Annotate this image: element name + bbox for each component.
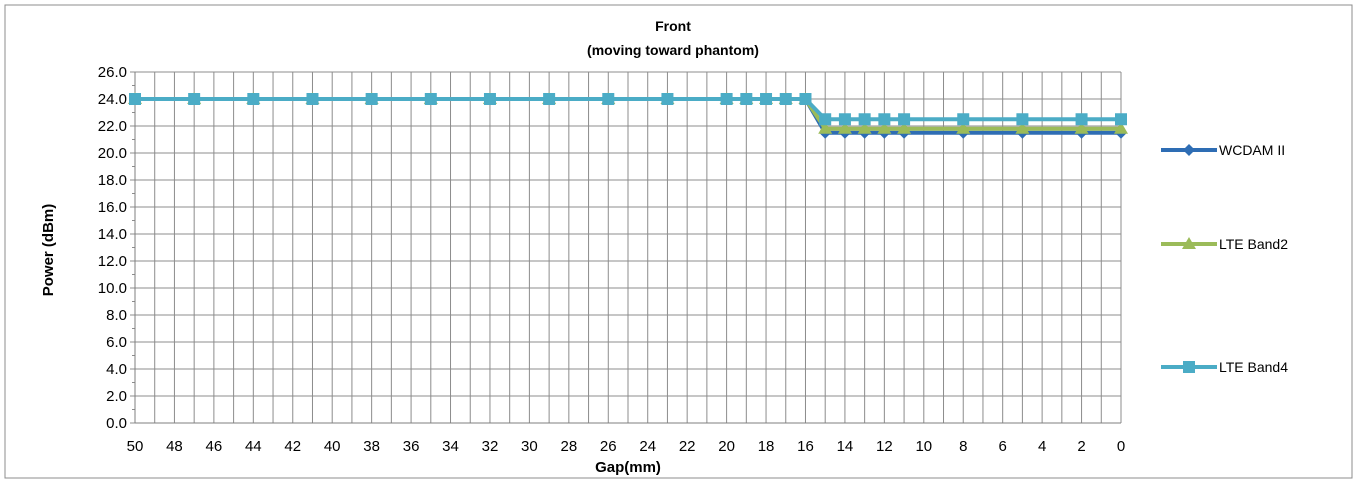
data-point-lte-band4 bbox=[602, 93, 615, 105]
data-point-lte-band4 bbox=[1016, 113, 1029, 126]
x-tick-label: 36 bbox=[403, 438, 420, 455]
y-tick-label: 8.0 bbox=[106, 307, 127, 324]
legend-marker bbox=[1183, 144, 1195, 156]
data-point-lte-band4 bbox=[424, 93, 437, 105]
x-tick-label: 50 bbox=[127, 438, 144, 455]
x-tick-label: 46 bbox=[206, 438, 223, 455]
y-tick-label: 22.0 bbox=[98, 118, 127, 135]
data-point-lte-band2 bbox=[897, 121, 912, 134]
x-tick-label: 4 bbox=[1038, 438, 1046, 455]
x-tick-label: 10 bbox=[915, 438, 932, 455]
data-point-lte-band4 bbox=[720, 93, 733, 105]
data-series bbox=[128, 92, 1128, 139]
x-tick-label: 24 bbox=[639, 438, 656, 455]
data-point-lte-band4 bbox=[779, 93, 792, 105]
x-tick-label: 2 bbox=[1077, 438, 1085, 455]
x-tick-label: 40 bbox=[324, 438, 341, 455]
legend-marker bbox=[1183, 361, 1195, 373]
data-point-lte-band2 bbox=[877, 121, 892, 134]
legend-item-lte-band2: LTE Band2 bbox=[1161, 236, 1288, 252]
y-tick-label: 26.0 bbox=[98, 64, 127, 81]
legend: WCDAM II LTE Band2 LTE Band4 bbox=[1161, 142, 1288, 375]
y-tick-label: 20.0 bbox=[98, 145, 127, 162]
y-tick-label: 2.0 bbox=[106, 388, 127, 405]
data-point-lte-band4 bbox=[661, 93, 674, 105]
x-tick-label: 48 bbox=[166, 438, 183, 455]
x-tick-label: 12 bbox=[876, 438, 893, 455]
data-point-lte-band4 bbox=[740, 93, 753, 105]
x-tick-label: 28 bbox=[560, 438, 577, 455]
data-point-lte-band2 bbox=[1074, 121, 1089, 134]
y-tick-label: 10.0 bbox=[98, 280, 127, 297]
data-point-lte-band4 bbox=[819, 113, 832, 126]
y-tick-label: 14.0 bbox=[98, 226, 127, 243]
x-tick-label: 20 bbox=[718, 438, 735, 455]
x-tick-label: 8 bbox=[959, 438, 967, 455]
x-tick-label: 22 bbox=[679, 438, 696, 455]
x-tick-label: 0 bbox=[1117, 438, 1125, 455]
data-point-lte-band4 bbox=[188, 93, 201, 105]
x-tick-labels: 50 48 46 44 42 40 38 36 34 32 30 28 26 24 22 20 18 16 14 12… bbox=[127, 438, 1126, 455]
data-point-lte-band4 bbox=[838, 113, 851, 126]
x-tick-label: 26 bbox=[600, 438, 617, 455]
legend-label: LTE Band4 bbox=[1219, 359, 1288, 375]
x-tick-label: 34 bbox=[442, 438, 459, 455]
legend-label: LTE Band2 bbox=[1219, 236, 1288, 252]
data-point-lte-band4 bbox=[365, 93, 378, 105]
x-tick-label: 32 bbox=[482, 438, 499, 455]
legend-label: WCDAM II bbox=[1219, 142, 1285, 158]
data-point-lte-band2 bbox=[818, 121, 833, 134]
series-line-lte-band4 bbox=[135, 97, 1121, 122]
x-tick-label: 6 bbox=[999, 438, 1007, 455]
chart-title-line1: Front bbox=[655, 18, 691, 34]
data-point-lte-band4 bbox=[898, 113, 911, 126]
x-tick-label: 44 bbox=[245, 438, 262, 455]
data-point-lte-band4 bbox=[799, 93, 812, 105]
x-tick-label: 38 bbox=[363, 438, 380, 455]
y-tick-labels: 0.0 2.0 4.0 6.0 8.0 10.0 12.0 14.0 16.0 18.0 20.0 2… bbox=[98, 64, 127, 432]
data-point-lte-band2 bbox=[956, 121, 971, 134]
data-point-lte-band4 bbox=[483, 93, 496, 105]
y-tick-label: 6.0 bbox=[106, 334, 127, 351]
x-tick-label: 18 bbox=[758, 438, 775, 455]
x-tick-label: 16 bbox=[797, 438, 814, 455]
y-tick-label: 24.0 bbox=[98, 91, 127, 108]
legend-item-lte-band4: LTE Band4 bbox=[1161, 359, 1288, 375]
data-point-lte-band2 bbox=[857, 121, 872, 134]
legend-marker bbox=[1182, 237, 1196, 249]
y-tick-label: 4.0 bbox=[106, 361, 127, 378]
data-point-lte-band4 bbox=[1115, 113, 1127, 126]
data-point-lte-band4 bbox=[957, 113, 970, 126]
data-point-lte-band4 bbox=[760, 93, 773, 105]
data-point-lte-band2 bbox=[1114, 121, 1128, 134]
data-point-lte-band2 bbox=[837, 121, 852, 134]
y-tick-label: 16.0 bbox=[98, 199, 127, 216]
x-tick-label: 30 bbox=[521, 438, 538, 455]
data-point-lte-band4 bbox=[858, 113, 871, 126]
data-point-lte-band4 bbox=[129, 93, 141, 105]
data-point-lte-band4 bbox=[1075, 113, 1088, 126]
data-point-lte-band4 bbox=[247, 93, 260, 105]
data-point-lte-band2 bbox=[1015, 121, 1030, 134]
chart-border bbox=[4, 4, 1353, 479]
y-tick-label: 0.0 bbox=[106, 415, 127, 432]
legend-item-wcdam-ii: WCDAM II bbox=[1161, 142, 1285, 158]
x-tick-label: 14 bbox=[837, 438, 854, 455]
x-tick-label: 42 bbox=[284, 438, 301, 455]
data-point-lte-band4 bbox=[878, 113, 891, 126]
series-lte-band4 bbox=[129, 93, 1127, 126]
chart-title-line2: (moving toward phantom) bbox=[587, 42, 759, 58]
x-axis-title: Gap(mm) bbox=[595, 459, 661, 476]
data-point-lte-band4 bbox=[306, 93, 319, 105]
y-tick-label: 18.0 bbox=[98, 172, 127, 189]
y-tick-label: 12.0 bbox=[98, 253, 127, 270]
data-point-lte-band4 bbox=[543, 93, 556, 105]
y-axis-title: Power (dBm) bbox=[40, 204, 57, 297]
